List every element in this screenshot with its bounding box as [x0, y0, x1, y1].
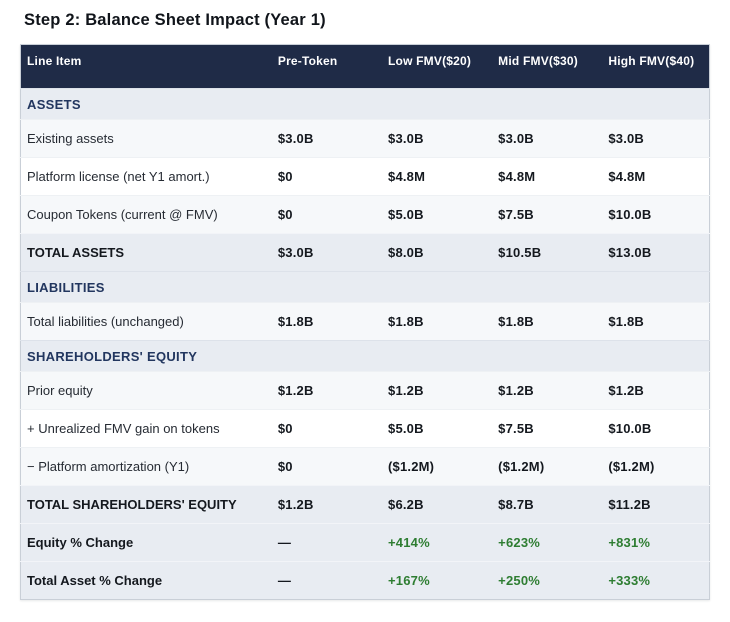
cell-value: $3.0B: [382, 119, 493, 158]
cell-value: ($1.2M): [492, 447, 603, 486]
balance-sheet-table: Line Item Pre-Token Low FMV($20) Mid FMV…: [20, 44, 710, 600]
cell-value: $4.8M: [382, 157, 493, 196]
cell-value: $1.2B: [602, 371, 710, 410]
cell-value: ($1.2M): [602, 447, 710, 486]
cell-value: [602, 88, 710, 120]
table-row: Existing assets $3.0B $3.0B $3.0B $3.0B: [20, 119, 710, 158]
cell-value: $10.0B: [602, 195, 710, 234]
cell-value: $0: [271, 447, 383, 486]
cell-value: $4.8M: [492, 157, 603, 196]
cell-value: [492, 340, 603, 372]
page-title: Step 2: Balance Sheet Impact (Year 1): [24, 11, 326, 29]
col-header-line-item: Line Item: [20, 44, 272, 89]
cell-value: [602, 271, 710, 303]
row-label: Total liabilities (unchanged): [20, 302, 272, 341]
table-row: − Platform amortization (Y1) $0 ($1.2M) ($1…: [20, 447, 710, 486]
table-row: TOTAL SHAREHOLDERS' EQUITY $1.2B $6.2B $8.7…: [20, 485, 710, 524]
cell-value: $5.0B: [382, 195, 493, 234]
cell-value: $3.0B: [271, 233, 383, 272]
cell-value: $0: [271, 195, 383, 234]
cell-value: $3.0B: [602, 119, 710, 158]
cell-value: $3.0B: [492, 119, 603, 158]
col-header-low-fmv: Low FMV($20): [382, 44, 493, 89]
cell-value: +167%: [382, 561, 493, 600]
table-body: ASSETS Existing assets $3.0B $3.0B $3.0B $3.0…: [20, 88, 710, 600]
row-label: Total Asset % Change: [20, 561, 272, 600]
cell-value: $10.0B: [602, 409, 710, 448]
section-row: SHAREHOLDERS' EQUITY: [20, 340, 710, 372]
row-label: SHAREHOLDERS' EQUITY: [20, 340, 272, 372]
table-row: + Unrealized FMV gain on tokens $0 $5.0B $7…: [20, 409, 710, 448]
cell-value: +831%: [602, 523, 710, 562]
col-header-mid-fmv: Mid FMV($30): [492, 44, 603, 89]
table-row: Equity % Change — +414% +623% +831%: [20, 523, 710, 562]
cell-value: $10.5B: [492, 233, 603, 272]
table-row: Platform license (net Y1 amort.) $0 $4.8M $…: [20, 157, 710, 196]
cell-value: [382, 271, 493, 303]
page: Step 2: Balance Sheet Impact (Year 1) Li…: [0, 11, 730, 600]
cell-value: $1.2B: [271, 485, 383, 524]
cell-value: $7.5B: [492, 195, 603, 234]
row-label: − Platform amortization (Y1): [20, 447, 272, 486]
cell-value: +414%: [382, 523, 493, 562]
cell-value: ($1.2M): [382, 447, 493, 486]
cell-value: $1.8B: [492, 302, 603, 341]
row-label: ASSETS: [20, 88, 272, 120]
cell-value: [271, 271, 383, 303]
table-row: Total Asset % Change — +167% +250% +333%: [20, 561, 710, 600]
cell-value: —: [271, 561, 383, 600]
table-row: Prior equity $1.2B $1.2B $1.2B $1.2B: [20, 371, 710, 410]
cell-value: [382, 88, 493, 120]
row-label: Coupon Tokens (current @ FMV): [20, 195, 272, 234]
row-label: Equity % Change: [20, 523, 272, 562]
row-label: Prior equity: [20, 371, 272, 410]
row-label: Existing assets: [20, 119, 272, 158]
cell-value: $4.8M: [602, 157, 710, 196]
cell-value: $1.2B: [382, 371, 493, 410]
cell-value: $13.0B: [602, 233, 710, 272]
cell-value: $0: [271, 157, 383, 196]
header-row: Line Item Pre-Token Low FMV($20) Mid FMV…: [20, 44, 710, 89]
cell-value: $8.7B: [492, 485, 603, 524]
cell-value: $5.0B: [382, 409, 493, 448]
cell-value: [602, 340, 710, 372]
cell-value: $1.8B: [602, 302, 710, 341]
balance-sheet-table-wrap: Line Item Pre-Token Low FMV($20) Mid FMV…: [20, 44, 710, 600]
cell-value: $6.2B: [382, 485, 493, 524]
col-header-high-fmv: High FMV($40): [602, 44, 710, 89]
cell-value: $1.8B: [271, 302, 383, 341]
table-row: TOTAL ASSETS $3.0B $8.0B $10.5B $13.0B: [20, 233, 710, 272]
section-row: ASSETS: [20, 88, 710, 120]
table-row: Total liabilities (unchanged) $1.8B $1.8B $…: [20, 302, 710, 341]
section-row: LIABILITIES: [20, 271, 710, 303]
cell-value: $8.0B: [382, 233, 493, 272]
cell-value: $0: [271, 409, 383, 448]
col-header-pre-token: Pre-Token: [271, 44, 383, 89]
cell-value: [492, 88, 603, 120]
table-row: Coupon Tokens (current @ FMV) $0 $5.0B $7.5…: [20, 195, 710, 234]
cell-value: +623%: [492, 523, 603, 562]
cell-value: $1.8B: [382, 302, 493, 341]
table-header: Line Item Pre-Token Low FMV($20) Mid FMV…: [20, 44, 710, 89]
cell-value: +250%: [492, 561, 603, 600]
row-label: + Unrealized FMV gain on tokens: [20, 409, 272, 448]
row-label: TOTAL SHAREHOLDERS' EQUITY: [20, 485, 272, 524]
row-label: LIABILITIES: [20, 271, 272, 303]
cell-value: [271, 88, 383, 120]
cell-value: $1.2B: [271, 371, 383, 410]
cell-value: $7.5B: [492, 409, 603, 448]
cell-value: $1.2B: [492, 371, 603, 410]
cell-value: —: [271, 523, 383, 562]
cell-value: [492, 271, 603, 303]
cell-value: [382, 340, 493, 372]
cell-value: +333%: [602, 561, 710, 600]
cell-value: $3.0B: [271, 119, 383, 158]
cell-value: [271, 340, 383, 372]
row-label: Platform license (net Y1 amort.): [20, 157, 272, 196]
cell-value: $11.2B: [602, 485, 710, 524]
row-label: TOTAL ASSETS: [20, 233, 272, 272]
